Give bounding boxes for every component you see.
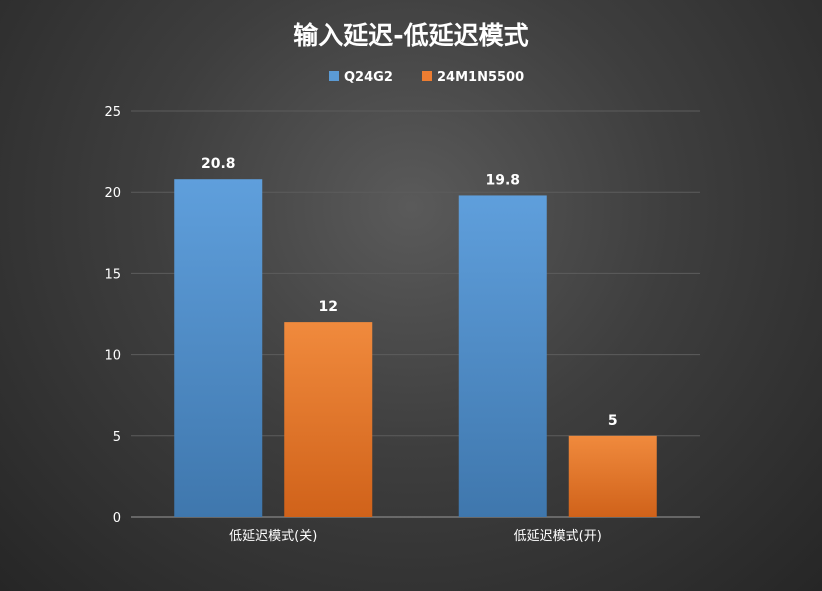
data-label: 20.8 — [201, 156, 236, 172]
y-tick-label: 15 — [104, 267, 121, 282]
data-label: 5 — [608, 413, 618, 429]
legend-label-series-2: 24M1N5500 — [437, 70, 524, 85]
data-label: 19.8 — [485, 172, 520, 188]
x-tick-label: 低延迟模式(关) — [229, 529, 317, 544]
y-tick-label: 5 — [113, 430, 121, 445]
x-axis-labels: 低延迟模式(关) 低延迟模式(开) — [229, 529, 602, 544]
y-axis-ticks: 0 5 10 15 20 25 — [104, 105, 121, 526]
y-tick-label: 25 — [104, 105, 121, 120]
legend: Q24G2 24M1N5500 — [329, 70, 524, 85]
chart-title: 输入延迟-低延迟模式 — [293, 21, 528, 50]
bar-2-2 — [568, 435, 657, 517]
x-tick-label: 低延迟模式(开) — [514, 529, 602, 544]
bar-1-2 — [458, 195, 547, 517]
bars — [174, 179, 657, 517]
legend-label-series-1: Q24G2 — [344, 70, 393, 85]
y-tick-label: 20 — [104, 186, 121, 201]
bar-2-1 — [284, 322, 373, 517]
legend-swatch-series-2 — [422, 71, 432, 81]
y-tick-label: 10 — [104, 349, 121, 364]
legend-swatch-series-1 — [329, 71, 339, 81]
data-label: 12 — [319, 299, 338, 315]
bar-1-1 — [174, 179, 263, 517]
y-tick-label: 0 — [113, 511, 121, 526]
data-labels: 20.8 12 19.8 5 — [201, 156, 618, 429]
